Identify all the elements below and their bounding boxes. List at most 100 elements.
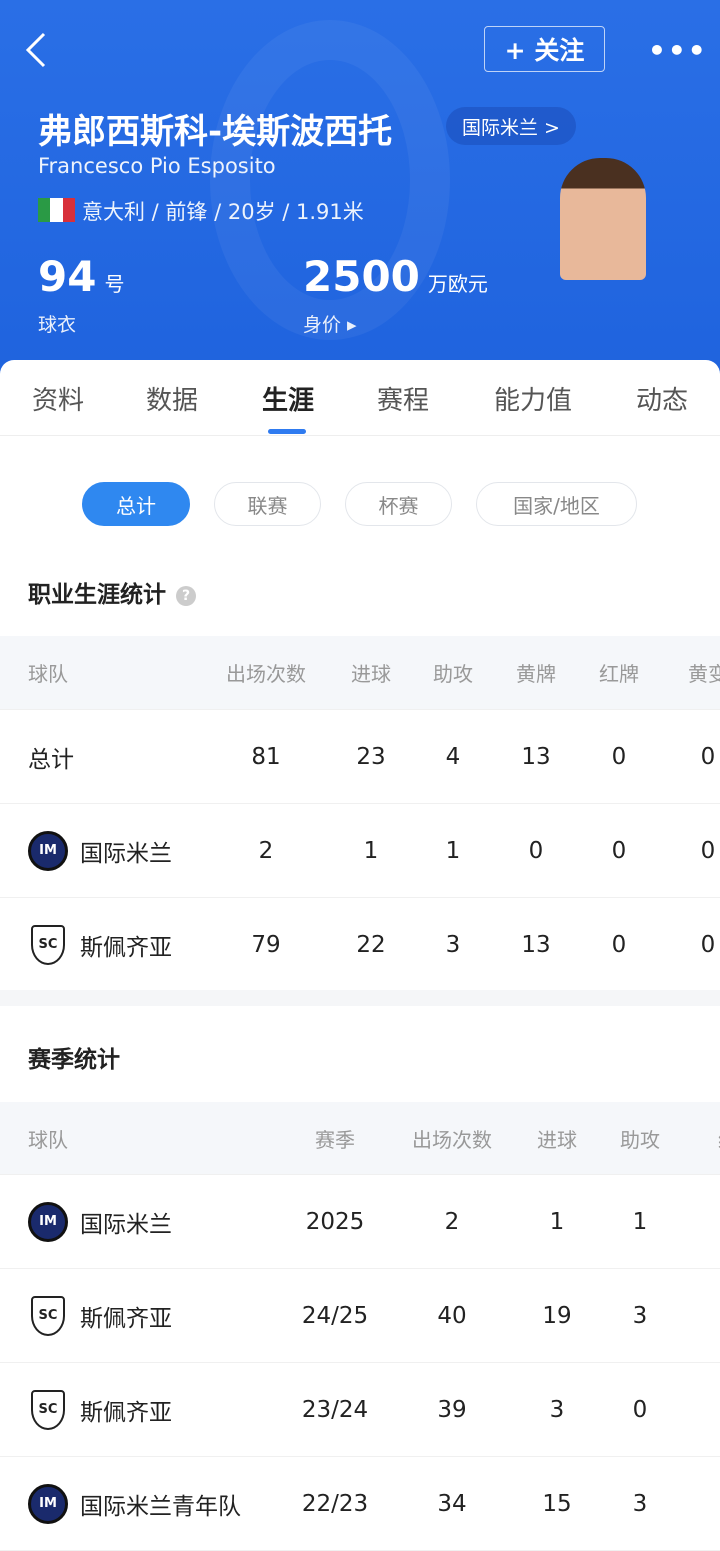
shirt-number: 94 号	[38, 252, 124, 301]
season-title: 赛季统计	[28, 1047, 120, 1073]
stat-cell: 1	[363, 837, 379, 864]
table-row[interactable]: 总计 81 23 4 13 0 0	[0, 710, 720, 804]
stat-cell: 0	[611, 837, 627, 864]
stat-cell: 0	[673, 1363, 720, 1456]
stat-cell: 15	[542, 1490, 572, 1517]
player-meta: 意大利 / 前锋 / 20岁 / 1.91米	[82, 200, 364, 224]
more-dots-icon[interactable]: •••	[648, 34, 708, 67]
table-row[interactable]: IM 国际米兰青年队 22/23 34 15 30	[0, 1457, 720, 1551]
back-icon[interactable]	[22, 30, 50, 70]
tab-profile[interactable]: 资料	[31, 386, 85, 416]
stat-cell: 1	[632, 1208, 648, 1235]
header-cell: 黄变	[688, 662, 720, 686]
stat-cell: 23	[356, 743, 386, 770]
header-cell: 红牌	[599, 662, 639, 686]
stat-cell: 3	[549, 1396, 565, 1423]
market-value-link[interactable]: 身价 ▸	[303, 314, 357, 336]
header-cell: 红	[673, 1102, 720, 1174]
stat-cell: 4	[445, 743, 461, 770]
table-header: 球队 出场次数 进球 助攻 黄牌 红牌 黄变	[0, 636, 720, 710]
header-cell: 赛季	[315, 1127, 355, 1152]
stat-cell: 34	[437, 1490, 467, 1517]
tab-ability[interactable]: 能力值	[493, 386, 573, 416]
header-cell: 进球	[537, 1127, 577, 1152]
stat-cell: 0	[673, 1269, 720, 1362]
stat-cell: 40	[437, 1302, 467, 1329]
stat-cell: 0	[611, 743, 627, 770]
filter-total[interactable]: 总计	[82, 482, 190, 526]
stat-cell: 0	[700, 837, 716, 864]
table-row[interactable]: SC 斯佩齐亚 23/24 39 3 00	[0, 1363, 720, 1457]
table-row[interactable]: IM国际米兰20252110	[0, 1175, 720, 1269]
club-link[interactable]: 国际米兰 >	[446, 107, 576, 145]
table-row[interactable]: IM 国际米兰 2 1 1 0 0 0	[0, 804, 720, 898]
shirt-label: 球衣	[38, 314, 77, 336]
player-name: 弗郎西斯科-埃斯波西托	[38, 112, 393, 152]
team-name: 国际米兰	[80, 840, 172, 867]
stat-cell: 13	[521, 743, 551, 770]
filter-national[interactable]: 国家/地区	[476, 482, 637, 526]
header-cell: 出场次数	[412, 1127, 492, 1152]
active-tab-indicator	[268, 429, 306, 434]
spezia-logo-icon: SC	[31, 1295, 65, 1336]
team-name: 斯佩齐亚	[80, 1399, 172, 1426]
player-header: + 关注 ••• 弗郎西斯科-埃斯波西托 国际米兰 > Francesco Pi…	[0, 0, 720, 380]
tab-news[interactable]: 动态	[635, 386, 689, 416]
stat-cell: 0	[700, 931, 716, 958]
stat-cell: 0	[673, 1457, 720, 1550]
stat-cell: 19	[542, 1302, 572, 1329]
header-cell: 进球	[351, 662, 391, 686]
table-row[interactable]: SC 斯佩齐亚 79 22 3 13 0 0	[0, 898, 720, 992]
filter-cup[interactable]: 杯赛	[345, 482, 452, 526]
header-cell: 助攻	[620, 1127, 660, 1152]
stat-cell: 0	[611, 931, 627, 958]
stat-cell: 39	[437, 1396, 467, 1423]
header-cell: 黄牌	[516, 662, 556, 686]
stat-cell: 0	[528, 837, 544, 864]
player-photo	[560, 158, 646, 280]
tab-bar: 资料 数据 生涯 赛程 能力值 动态	[0, 360, 720, 436]
follow-button[interactable]: + 关注	[484, 26, 605, 72]
team-name: 国际米兰	[80, 1211, 172, 1238]
stat-cell: 3	[632, 1302, 648, 1329]
stat-cell: 2	[444, 1208, 460, 1235]
header-cell: 出场次数	[226, 662, 306, 686]
stat-cell: 13	[521, 931, 551, 958]
stat-cell: 2	[258, 837, 274, 864]
stat-cell: 0	[632, 1396, 648, 1423]
header-team: 球队	[28, 662, 68, 686]
market-value-unit: 万欧元	[427, 272, 488, 296]
market-value: 2500 万欧元	[303, 252, 488, 301]
player-name-en: Francesco Pio Esposito	[38, 154, 276, 178]
tab-stats[interactable]: 数据	[145, 386, 199, 416]
tab-schedule[interactable]: 赛程	[376, 386, 430, 416]
tab-career[interactable]: 生涯	[261, 386, 315, 416]
table-header: 球队 赛季 出场次数 进球 助攻红	[0, 1102, 720, 1175]
stat-cell: 2025	[305, 1208, 365, 1235]
stat-cell: 1	[549, 1208, 565, 1235]
header-team: 球队	[28, 1127, 68, 1152]
stat-cell: 79	[251, 931, 281, 958]
stat-cell: 23/24	[301, 1396, 369, 1423]
stat-cell: 22	[356, 931, 386, 958]
team-name: 总计	[28, 746, 74, 773]
header-cell: 助攻	[433, 662, 473, 686]
stat-cell: 24/25	[301, 1302, 369, 1329]
stat-cell: 81	[251, 743, 281, 770]
help-icon[interactable]: ?	[176, 586, 196, 606]
spezia-logo-icon: SC	[31, 924, 65, 965]
career-title: 职业生涯统计?	[28, 575, 196, 609]
section-divider	[0, 990, 720, 1006]
stat-cell: 1	[445, 837, 461, 864]
team-name: 斯佩齐亚	[80, 934, 172, 961]
inter-logo-icon: IM	[28, 1483, 68, 1524]
stat-cell: 0	[700, 743, 716, 770]
stat-cell: 3	[632, 1490, 648, 1517]
team-name: 国际米兰青年队	[80, 1493, 241, 1520]
shirt-unit: 号	[104, 272, 125, 296]
table-row[interactable]: SC 斯佩齐亚 24/25 40 19 30	[0, 1269, 720, 1363]
stat-cell: 0	[673, 1175, 720, 1268]
shirt-number-value: 94	[38, 252, 97, 301]
italy-flag-icon	[38, 198, 75, 222]
filter-league[interactable]: 联赛	[214, 482, 321, 526]
